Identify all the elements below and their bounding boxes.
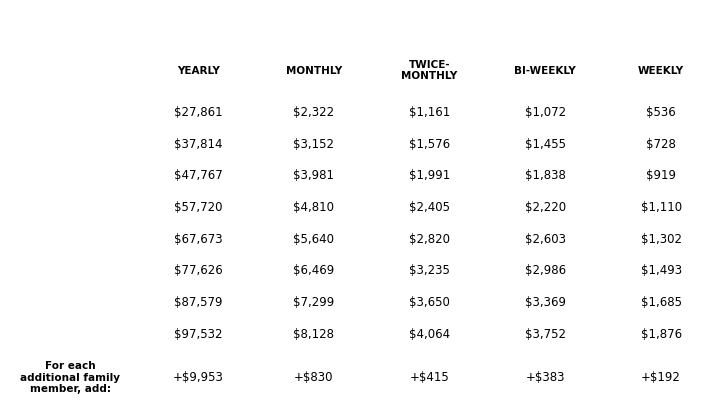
Text: TWICE-
MONTHLY: TWICE- MONTHLY [401,60,458,81]
Text: +$192: +$192 [641,371,681,384]
Text: $2,322: $2,322 [293,106,334,119]
Text: $1,991: $1,991 [409,169,450,182]
Text: HOUSEHOLD
SIZE*: HOUSEHOLD SIZE* [33,60,107,81]
Text: 1: 1 [65,106,75,119]
Text: $6,469: $6,469 [293,264,334,277]
Text: $2,603: $2,603 [525,233,566,246]
Text: $37,814: $37,814 [174,138,222,151]
Text: $5,640: $5,640 [293,233,334,246]
Text: $3,981: $3,981 [293,169,334,182]
Text: $2,220: $2,220 [525,201,566,214]
Text: $1,838: $1,838 [525,169,566,182]
Text: $1,161: $1,161 [409,106,450,119]
Text: $87,579: $87,579 [174,296,222,309]
Text: +$830: +$830 [294,371,334,384]
Text: $919: $919 [646,169,676,182]
Text: $67,673: $67,673 [174,233,222,246]
Text: $1,302: $1,302 [641,233,682,246]
Text: +$9,953: +$9,953 [173,371,224,384]
Text: $4,810: $4,810 [293,201,334,214]
Text: $3,752: $3,752 [525,328,566,341]
Text: $3,650: $3,650 [409,296,450,309]
Text: $1,876: $1,876 [641,328,682,341]
Text: $1,110: $1,110 [641,201,682,214]
Text: For each
additional family
member, add:: For each additional family member, add: [20,361,120,394]
Text: $1,072: $1,072 [525,106,566,119]
Text: $3,369: $3,369 [525,296,566,309]
Text: 2: 2 [65,138,75,151]
Text: $2,986: $2,986 [525,264,566,277]
Text: 7: 7 [65,296,75,309]
Text: $7,299: $7,299 [293,296,334,309]
Text: 8: 8 [66,328,74,341]
Text: YEARLY: YEARLY [177,66,219,75]
Text: +$383: +$383 [526,371,565,384]
Text: $2,405: $2,405 [409,201,450,214]
Text: $1,455: $1,455 [525,138,566,151]
Text: MONTHLY: MONTHLY [285,66,342,75]
Text: $27,861: $27,861 [174,106,222,119]
Text: $8,128: $8,128 [293,328,334,341]
Text: $1,685: $1,685 [641,296,682,309]
Text: $536: $536 [646,106,676,119]
Text: $3,152: $3,152 [293,138,334,151]
Text: 5: 5 [65,233,75,246]
Text: $2,820: $2,820 [409,233,450,246]
Text: 4: 4 [65,201,75,214]
Text: WEEKLY: WEEKLY [638,66,684,75]
Text: GROSS INCOME: GROSS INCOME [299,15,420,29]
Text: $97,532: $97,532 [174,328,222,341]
Text: +$415: +$415 [410,371,449,384]
Text: $4,064: $4,064 [409,328,450,341]
Text: $47,767: $47,767 [174,169,222,182]
Text: $1,576: $1,576 [409,138,450,151]
Text: 6: 6 [66,264,74,277]
Text: $57,720: $57,720 [174,201,222,214]
Text: $3,235: $3,235 [409,264,450,277]
Text: $728: $728 [646,138,676,151]
Text: $77,626: $77,626 [174,264,222,277]
Text: BI-WEEKLY: BI-WEEKLY [515,66,576,75]
Text: $1,493: $1,493 [641,264,682,277]
Text: 3: 3 [66,169,74,182]
